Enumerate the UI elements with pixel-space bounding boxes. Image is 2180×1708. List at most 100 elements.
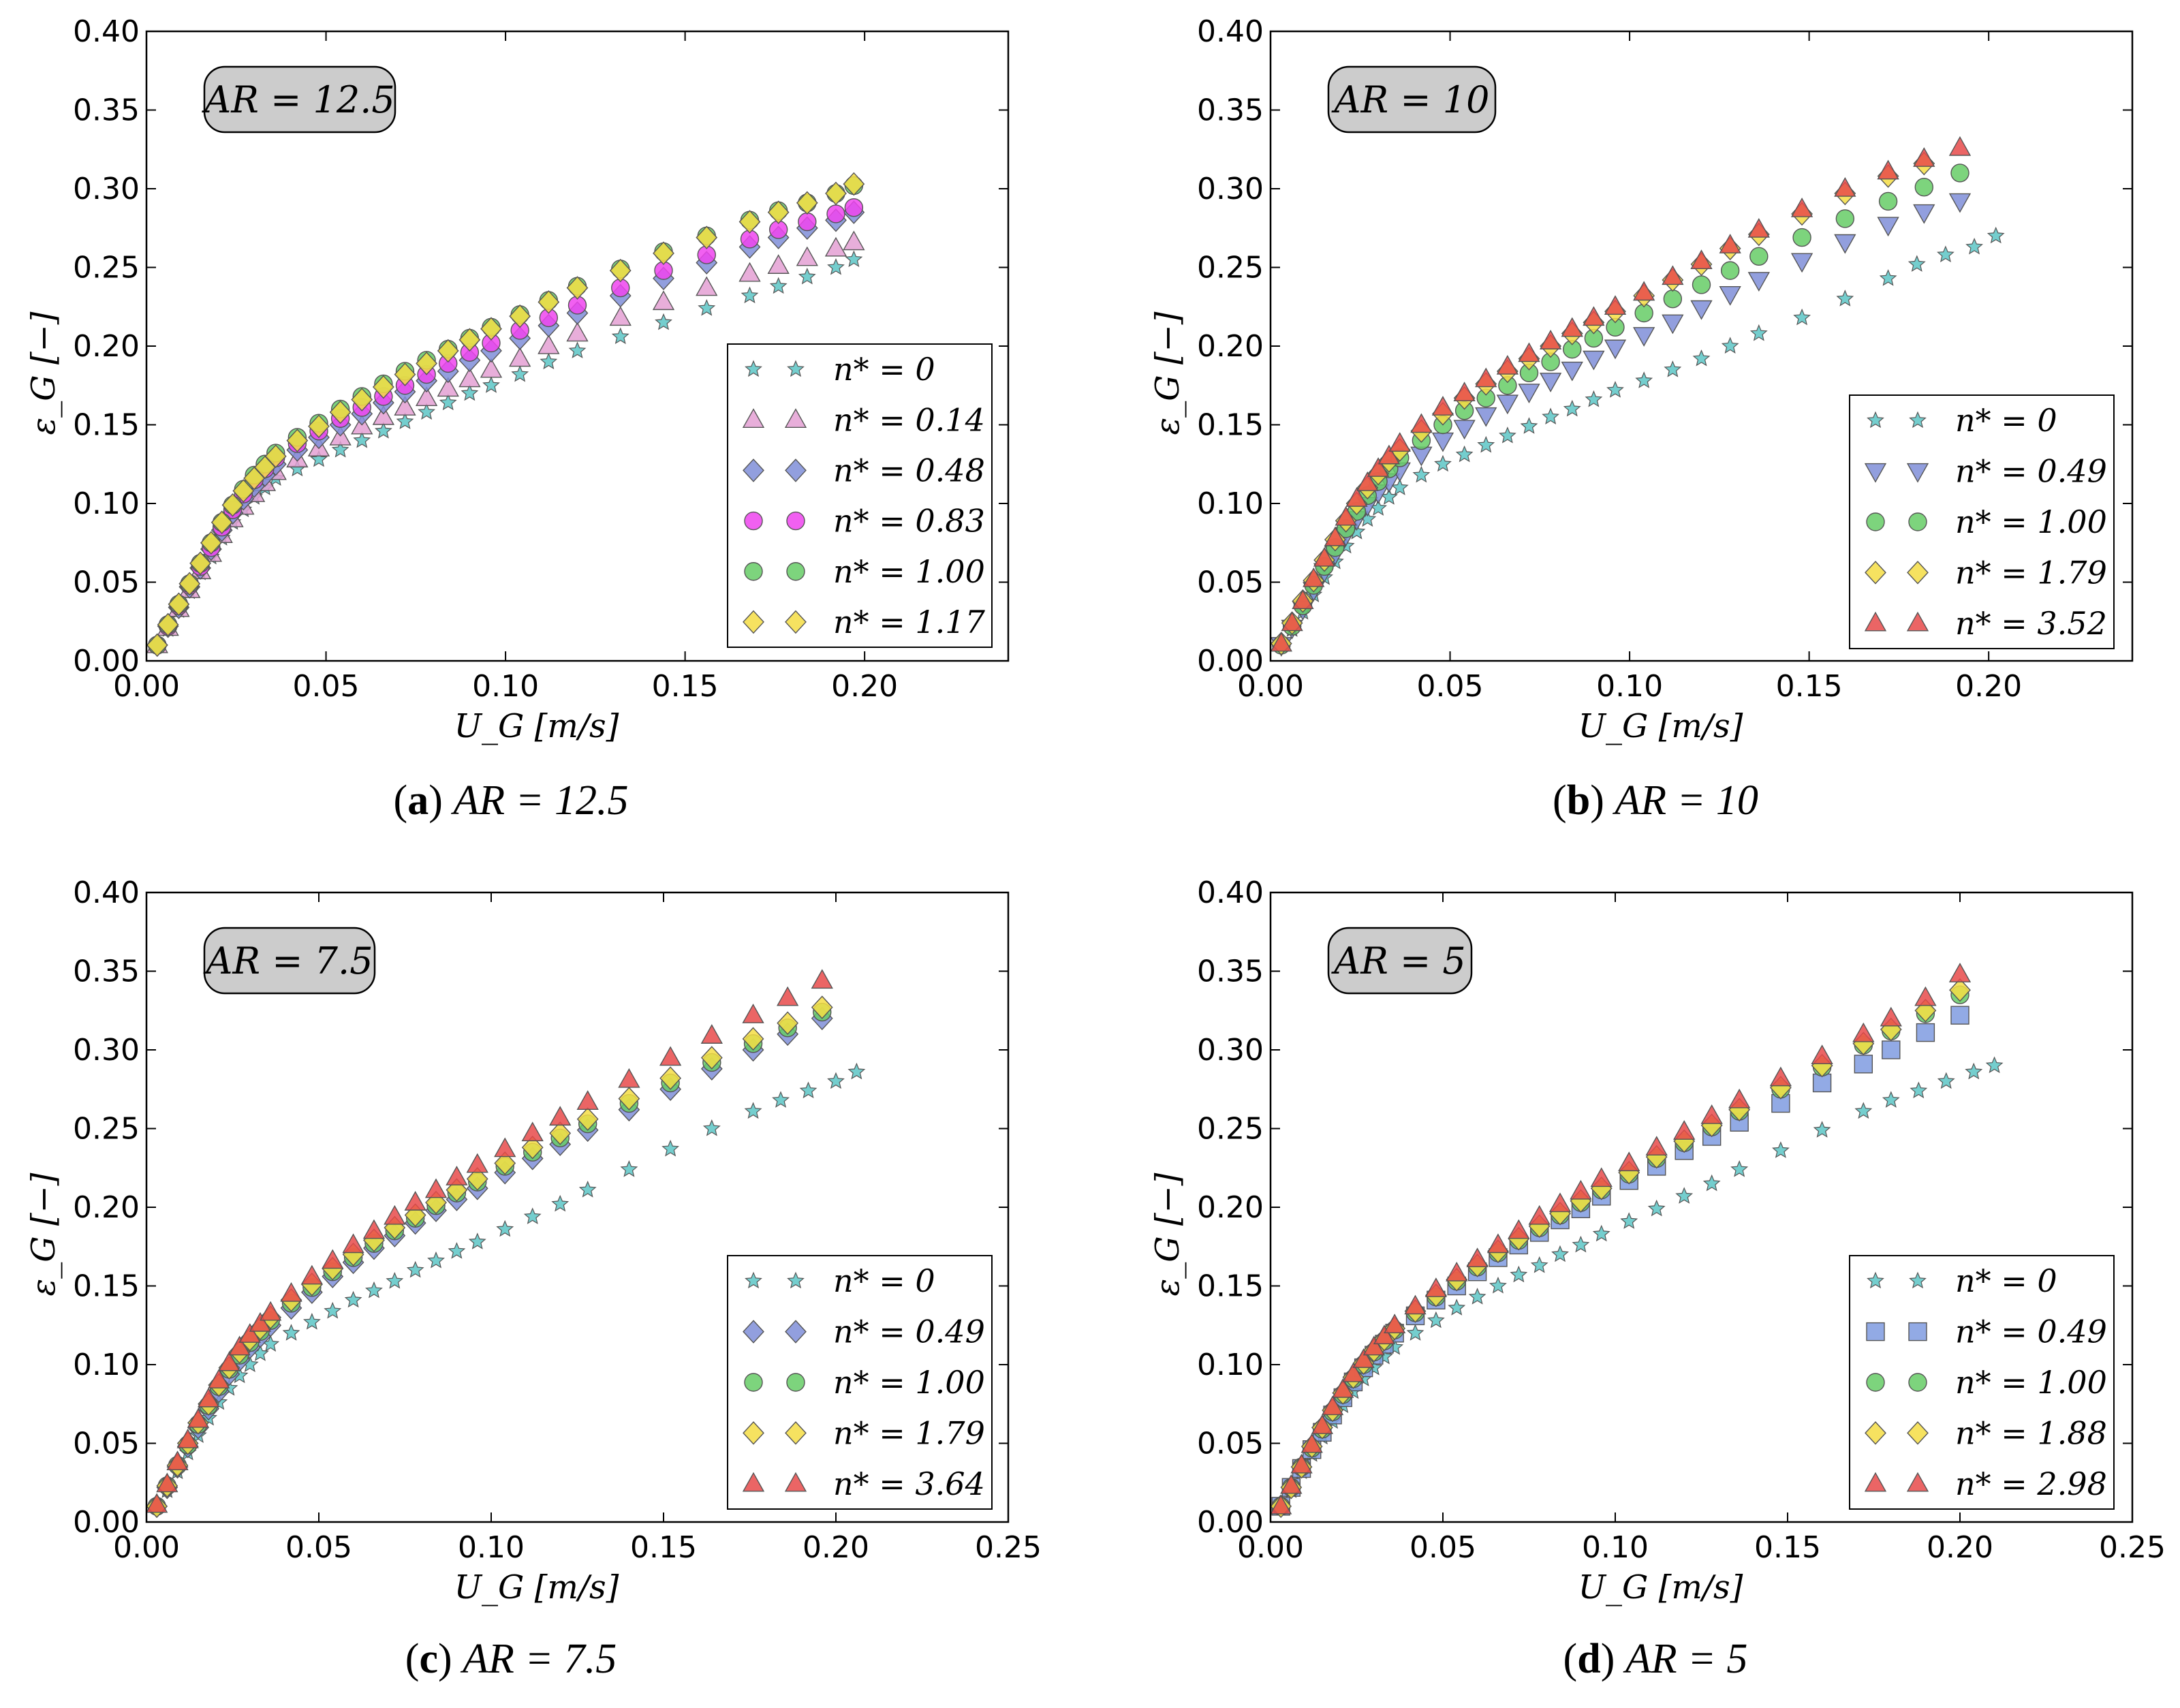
caption-c: (c) AR = 7.5 (405, 1636, 617, 1682)
data-point (1590, 1167, 1613, 1187)
data-point (609, 306, 632, 326)
data-point (1702, 1174, 1721, 1192)
data-point (1749, 247, 1769, 266)
data-point (1606, 381, 1624, 398)
data-point (659, 1046, 682, 1066)
data-point (282, 1324, 300, 1341)
data-point (1835, 209, 1855, 228)
x-tick-label: 0.15 (1754, 1530, 1821, 1565)
data-point (1620, 1212, 1638, 1229)
data-point (1792, 228, 1811, 247)
data-point (767, 254, 790, 274)
data-point (1362, 1335, 1385, 1356)
data-point (1321, 1395, 1344, 1416)
data-point (700, 1046, 723, 1070)
data-point (1499, 426, 1516, 444)
aspect-ratio-badge (1327, 65, 1497, 134)
data-point (1985, 1056, 2004, 1074)
data-point (146, 1493, 168, 1513)
data-point (322, 1249, 344, 1269)
data-point (1877, 217, 1899, 237)
data-point (655, 313, 672, 330)
x-tick-label: 0.10 (458, 1530, 525, 1565)
data-point (176, 1428, 199, 1448)
data-point (1645, 1136, 1668, 1155)
x-tick-label: 0.05 (285, 1530, 352, 1565)
y-tick-label: 0.30 (73, 172, 140, 206)
data-point (232, 479, 255, 503)
x-tick-label: 0.15 (652, 669, 719, 704)
y-tick-label: 0.00 (73, 644, 140, 679)
data-point (696, 276, 718, 296)
data-point (1520, 417, 1538, 434)
legend-label: n* = 1.88 (1955, 1414, 2107, 1451)
data-point (847, 1062, 866, 1080)
legend-a: n* = 0 n* = 0.14 n* = 0.48 n* = 0.83 n* = 1.… (727, 343, 993, 648)
data-point (480, 317, 502, 341)
data-point (1390, 478, 1409, 495)
data-point (375, 422, 392, 439)
y-tick-label: 0.35 (1197, 93, 1264, 128)
data-point (1301, 1433, 1323, 1453)
data-point (1950, 1006, 1969, 1025)
data-point (1570, 1179, 1592, 1200)
legend-label: n* = 1.00 (833, 553, 985, 590)
data-point (1475, 367, 1497, 388)
data-point (1633, 281, 1655, 301)
data-point (1635, 371, 1653, 388)
legend-marker (1867, 1271, 1884, 1289)
data-point (1496, 354, 1519, 375)
y-tick-label: 0.10 (1197, 486, 1264, 521)
data-point (1914, 986, 1937, 1006)
data-point (796, 246, 818, 266)
series-c-4 (146, 969, 833, 1513)
y-tick-label: 0.05 (1197, 1427, 1264, 1461)
data-point (1311, 1414, 1334, 1434)
data-point (741, 286, 759, 304)
data-point (578, 1181, 597, 1198)
data-point (1633, 327, 1655, 347)
data-point (416, 352, 438, 375)
data-point (538, 290, 560, 314)
legend-marker (1866, 512, 1885, 531)
y-tick-label: 0.35 (1197, 954, 1264, 989)
data-point (1477, 435, 1495, 453)
data-point (168, 592, 190, 617)
data-point (1662, 265, 1684, 285)
data-point (1518, 384, 1540, 404)
data-point (1700, 1104, 1723, 1124)
data-point (1662, 314, 1684, 335)
data-point (1987, 226, 2005, 244)
data-point (280, 1282, 302, 1302)
data-point (1335, 506, 1357, 526)
aspect-ratio-badge (203, 65, 396, 134)
legend-marker (1865, 1421, 1886, 1445)
data-point (1720, 261, 1740, 280)
legend-label: n* = 0 (833, 1262, 935, 1299)
data-point (362, 1219, 386, 1239)
data-point (1772, 1141, 1790, 1158)
data-point (1728, 1088, 1751, 1108)
y-tick-label: 0.25 (1197, 1112, 1264, 1147)
data-point (511, 365, 529, 382)
data-point (1404, 1294, 1427, 1315)
data-point (480, 358, 503, 378)
data-point (396, 412, 414, 429)
data-point (466, 1153, 488, 1173)
legend-marker (742, 408, 765, 428)
series-b-3 (1270, 151, 1935, 655)
caption-c-text: AR = 7.5 (463, 1636, 617, 1682)
data-point (1914, 177, 1933, 197)
x-tick-label: 0.20 (1955, 669, 2022, 704)
data-point (742, 1027, 764, 1051)
data-point (509, 347, 531, 367)
data-point (197, 1387, 220, 1408)
data-point (1692, 349, 1711, 367)
data-point (1424, 1277, 1448, 1297)
data-point (365, 1281, 383, 1299)
legend-marker (745, 1271, 762, 1289)
data-point (1373, 1324, 1396, 1345)
legend-marker (1906, 611, 1929, 632)
data-point (799, 1081, 818, 1099)
aspect-ratio-badge (203, 927, 376, 995)
